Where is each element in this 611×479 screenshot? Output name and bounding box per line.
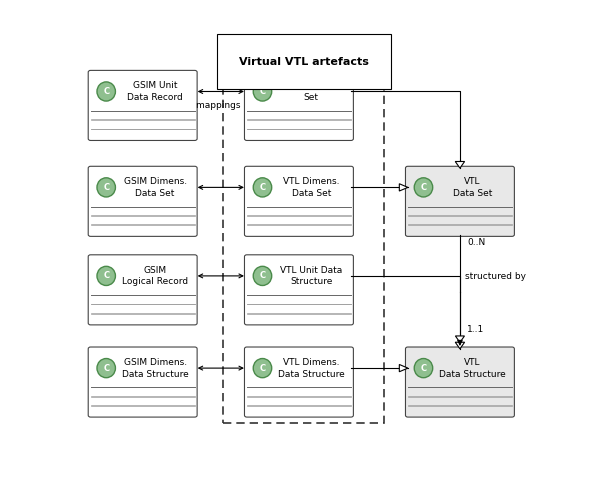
Ellipse shape xyxy=(253,178,272,197)
Text: C: C xyxy=(260,183,266,192)
Ellipse shape xyxy=(97,82,115,101)
Ellipse shape xyxy=(253,82,272,101)
Text: GSIM Unit
Data Record: GSIM Unit Data Record xyxy=(127,81,183,102)
FancyBboxPatch shape xyxy=(244,255,353,325)
Text: VTL
Data Set: VTL Data Set xyxy=(453,177,492,198)
Text: 0..N: 0..N xyxy=(467,238,485,247)
FancyBboxPatch shape xyxy=(244,70,353,140)
Text: VTL Dimens.
Data Structure: VTL Dimens. Data Structure xyxy=(278,358,345,378)
FancyBboxPatch shape xyxy=(88,166,197,236)
Polygon shape xyxy=(455,342,464,349)
Text: C: C xyxy=(260,87,266,96)
Text: GSIM Dimens.
Data Set: GSIM Dimens. Data Set xyxy=(123,177,187,198)
Polygon shape xyxy=(400,365,408,372)
Text: C: C xyxy=(420,364,426,373)
FancyBboxPatch shape xyxy=(88,347,197,417)
Text: C: C xyxy=(103,272,109,280)
Text: structured by: structured by xyxy=(464,273,525,282)
Ellipse shape xyxy=(253,266,272,285)
FancyBboxPatch shape xyxy=(244,347,353,417)
Ellipse shape xyxy=(97,266,115,285)
FancyBboxPatch shape xyxy=(88,70,197,140)
Ellipse shape xyxy=(97,178,115,197)
Text: VTL
Data Structure: VTL Data Structure xyxy=(439,358,506,378)
Text: C: C xyxy=(103,364,109,373)
Text: C: C xyxy=(260,364,266,373)
Text: C: C xyxy=(260,272,266,280)
Polygon shape xyxy=(455,161,464,168)
FancyBboxPatch shape xyxy=(244,166,353,236)
Ellipse shape xyxy=(414,178,433,197)
Polygon shape xyxy=(455,336,464,342)
Text: VTL Dimens.
Data Set: VTL Dimens. Data Set xyxy=(283,177,340,198)
Text: GSIM Dimens.
Data Structure: GSIM Dimens. Data Structure xyxy=(122,358,188,378)
Text: C: C xyxy=(420,183,426,192)
Text: mappings: mappings xyxy=(196,101,246,110)
Polygon shape xyxy=(400,184,408,191)
Text: C: C xyxy=(103,183,109,192)
Ellipse shape xyxy=(97,358,115,378)
Text: GSIM
Logical Record: GSIM Logical Record xyxy=(122,265,188,286)
FancyBboxPatch shape xyxy=(88,255,197,325)
Ellipse shape xyxy=(253,358,272,378)
Text: VTL Unit Data
Structure: VTL Unit Data Structure xyxy=(280,265,343,286)
FancyBboxPatch shape xyxy=(406,347,514,417)
Ellipse shape xyxy=(414,358,433,378)
FancyBboxPatch shape xyxy=(406,166,514,236)
Text: C: C xyxy=(103,87,109,96)
Text: 1..1: 1..1 xyxy=(467,325,485,334)
Text: Virtual VTL artefacts: Virtual VTL artefacts xyxy=(239,57,368,67)
Text: VTL Unit Data
Set: VTL Unit Data Set xyxy=(280,81,343,102)
